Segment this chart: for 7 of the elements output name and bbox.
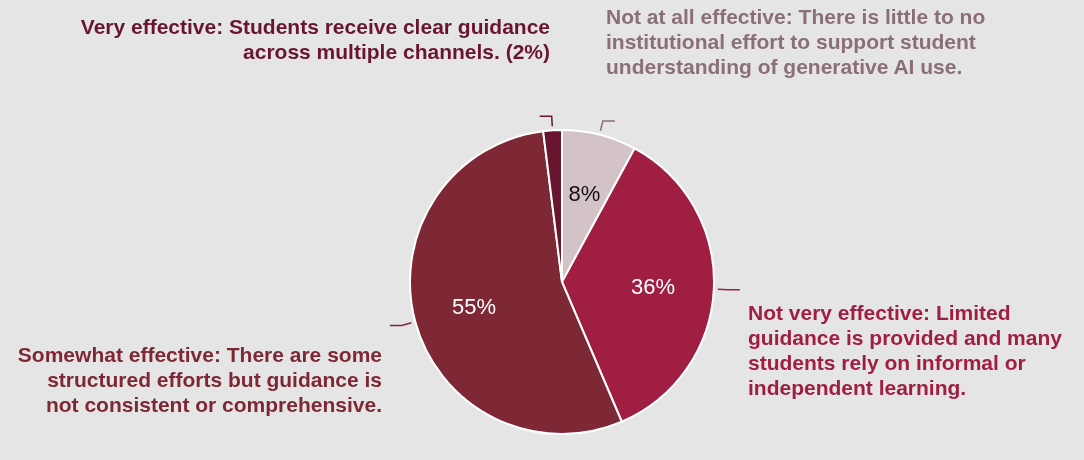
data-label: 8% — [568, 181, 601, 207]
data-label: 55% — [451, 293, 496, 319]
slice-label: Not at all effective: There is little to no institutional effort to support student understanding of generative AI use. — [606, 5, 986, 78]
data-label: 36% — [631, 273, 676, 299]
slice-label: Not very effective: Limited guidance is provided and many students rely on informal or independent learning. — [748, 301, 1063, 399]
slice-label: Somewhat effective: There are some structured efforts but guidance is not consistent or comprehensive. — [17, 343, 382, 416]
slice-label: Very effective: Students receive clear guidance across multiple channels. (2%) — [80, 15, 550, 63]
